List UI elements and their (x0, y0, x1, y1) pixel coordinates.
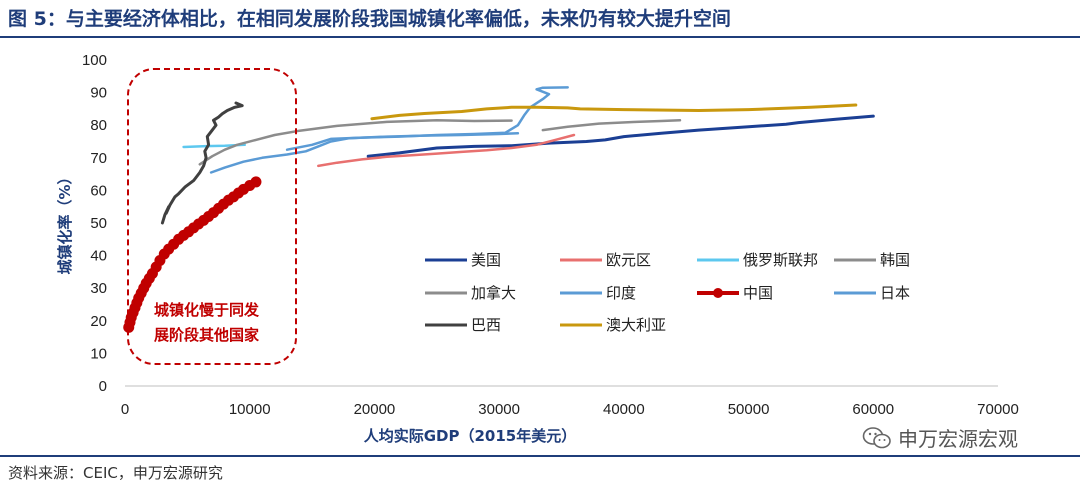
y-tick-label: 40 (90, 248, 107, 265)
y-tick-label: 60 (90, 182, 107, 199)
annotation-line-2: 展阶段其他国家 (154, 326, 259, 344)
series-layer (123, 86, 875, 333)
annotation-line-1: 城镇化慢于同发 (154, 301, 260, 319)
x-tick-label: 70000 (977, 401, 1019, 418)
series-line-5 (285, 86, 569, 151)
source-note: 资料来源：CEIC，申万宏源研究 (8, 464, 223, 482)
y-tick-label: 80 (90, 117, 107, 134)
y-tick-label: 10 (90, 345, 107, 362)
legend-label: 印度 (606, 284, 636, 302)
y-tick-label: 100 (82, 52, 107, 69)
watermark: 申万宏源宏观 (862, 423, 1018, 452)
legend-label: 中国 (743, 284, 773, 302)
wechat-icon (862, 426, 891, 448)
y-tick-label: 0 (99, 378, 107, 395)
legend-marker (713, 288, 723, 298)
legend-label: 美国 (471, 251, 501, 269)
x-tick-label: 10000 (229, 401, 271, 418)
x-tick-label: 20000 (354, 401, 396, 418)
x-axis-ticks: 0 10000 20000 30000 40000 50000 60000 70000 (121, 401, 1019, 418)
china-data-point (250, 176, 262, 188)
legend-label: 俄罗斯联邦 (743, 251, 818, 269)
x-tick-label: 0 (121, 401, 129, 418)
series-line-1 (317, 133, 576, 168)
legend-label: 加拿大 (471, 284, 516, 302)
legend-label: 欧元区 (606, 251, 651, 269)
legend-label: 巴西 (471, 316, 501, 334)
series-line-9 (370, 103, 858, 121)
x-tick-label: 50000 (728, 401, 770, 418)
x-tick-label: 40000 (603, 401, 645, 418)
legend-label: 韩国 (880, 251, 910, 269)
y-axis-ticks: 0 10 20 30 40 50 60 70 80 90 100 (82, 52, 107, 395)
y-tick-label: 50 (90, 215, 107, 232)
top-divider (0, 36, 1080, 38)
series-line-7 (209, 132, 520, 174)
x-tick-label: 30000 (478, 401, 520, 418)
x-axis-label: 人均实际GDP（2015年美元） (364, 427, 577, 445)
figure-title: 图 5：与主要经济体相比，在相同发展阶段我国城镇化率偏低，未来仍有较大提升空间 (8, 8, 731, 30)
y-axis-label: 城镇化率（%） (56, 169, 74, 274)
series-line-8 (160, 101, 244, 225)
legend-label: 日本 (880, 284, 910, 302)
y-tick-label: 70 (90, 150, 107, 167)
y-tick-label: 90 (90, 85, 107, 102)
series-line-3 (541, 119, 682, 132)
watermark-text: 申万宏源宏观 (898, 427, 1018, 451)
series-line-4 (198, 119, 513, 166)
bottom-divider (0, 455, 1080, 457)
series-line-0 (366, 114, 875, 158)
y-tick-label: 30 (90, 280, 107, 297)
urbanization-chart: 0 10 20 30 40 50 60 70 80 90 100 0 10000 20000 30000 4… (56, 52, 1019, 445)
x-tick-label: 60000 (852, 401, 894, 418)
legend-label: 澳大利亚 (606, 316, 666, 334)
y-tick-label: 20 (90, 313, 107, 330)
